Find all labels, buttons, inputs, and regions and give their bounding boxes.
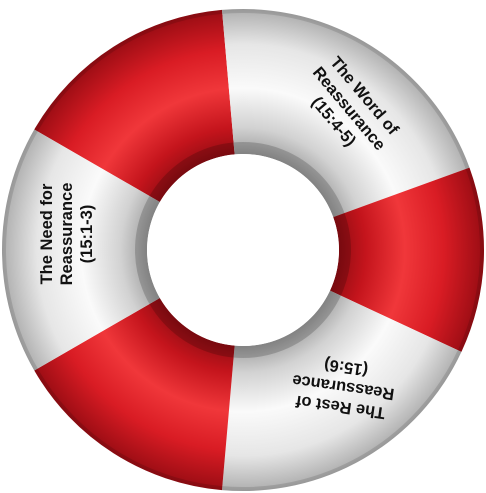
section-label-need: The Need for Reassurance (15:1-3): [38, 183, 96, 286]
ring-segment-red: [330, 167, 485, 352]
ring-center-hole: [147, 154, 339, 346]
need-line-3: (15:1-3): [78, 205, 96, 264]
ring-segment-white: [221, 290, 462, 491]
need-line-1: The Need for: [38, 183, 56, 284]
ring-inner-shadow: [135, 142, 351, 358]
ring-segment-red: [34, 9, 235, 202]
rest-line-3: (15:6): [323, 355, 369, 379]
ring-segment-red: [34, 298, 235, 491]
ring-segment-white: [1, 129, 160, 371]
need-line-2: Reassurance: [58, 183, 76, 286]
ring-segment-white: [221, 9, 470, 218]
section-label-rest: The Rest of Reassurance (15:6): [291, 355, 395, 422]
ring-outer-edge: [2, 9, 484, 491]
ring-segments: [1, 9, 485, 491]
